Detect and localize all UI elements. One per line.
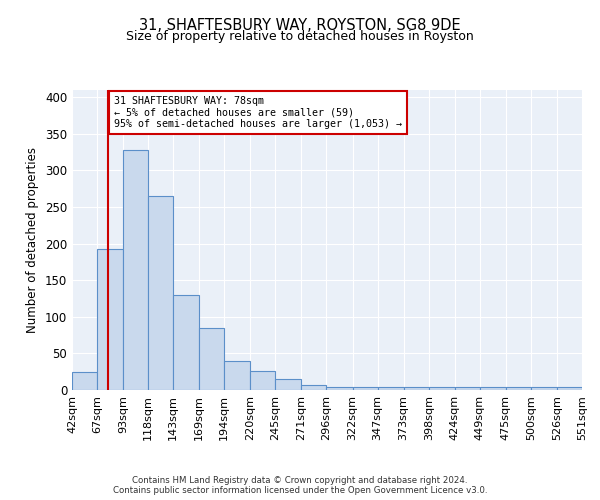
Bar (250, 371, 275, 390)
Text: Contains HM Land Registry data © Crown copyright and database right 2024.
Contai: Contains HM Land Registry data © Crown c… (113, 476, 487, 495)
Text: 31, SHAFTESBURY WAY, ROYSTON, SG8 9DE: 31, SHAFTESBURY WAY, ROYSTON, SG8 9DE (139, 18, 461, 32)
Bar (148, 196, 173, 390)
Bar (301, 385, 326, 390)
Bar (557, 387, 582, 390)
Bar (353, 387, 377, 390)
Bar (428, 387, 455, 390)
Bar (480, 387, 506, 390)
Bar (97, 249, 123, 390)
Bar (455, 387, 480, 390)
Y-axis label: Number of detached properties: Number of detached properties (26, 147, 40, 333)
Bar (123, 150, 148, 390)
Bar (173, 295, 199, 390)
Text: 31 SHAFTESBURY WAY: 78sqm
← 5% of detached houses are smaller (59)
95% of semi-d: 31 SHAFTESBURY WAY: 78sqm ← 5% of detach… (114, 96, 402, 129)
Bar (326, 387, 353, 390)
Bar (506, 387, 531, 390)
Bar (72, 372, 97, 390)
Bar (275, 379, 301, 390)
Bar (531, 387, 557, 390)
Bar (377, 387, 404, 390)
Bar (199, 328, 224, 390)
Bar (404, 387, 428, 390)
Text: Size of property relative to detached houses in Royston: Size of property relative to detached ho… (126, 30, 474, 43)
Bar (224, 360, 250, 390)
